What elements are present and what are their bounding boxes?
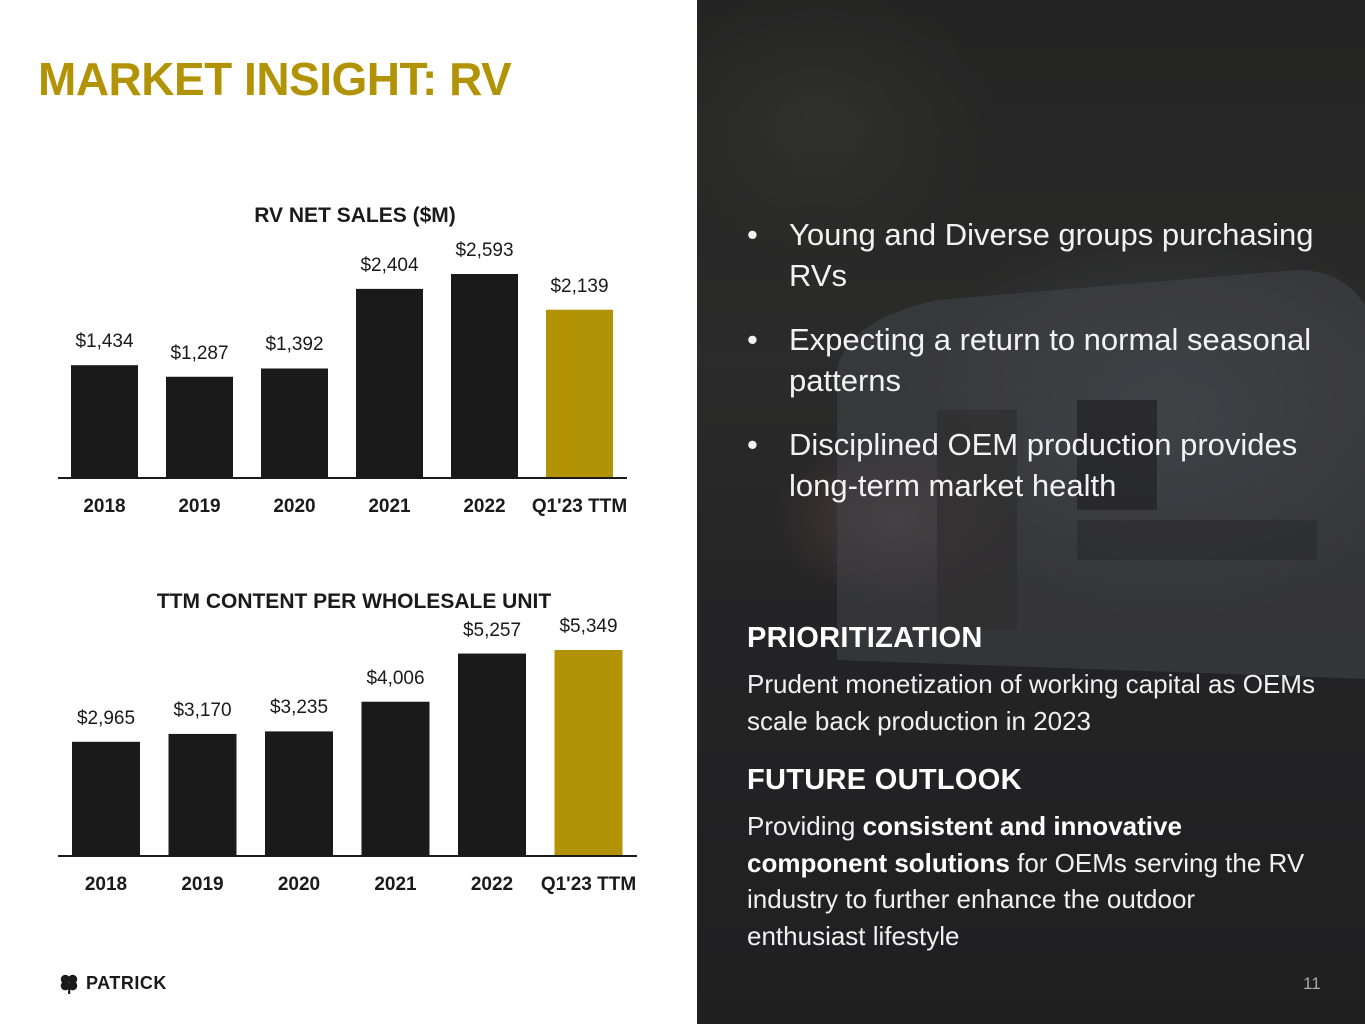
bar-2022 [458,653,526,856]
bar-2020 [265,731,333,856]
bar-2019 [168,733,237,856]
bar-q1-23-ttm [546,309,613,478]
outlook-bold-text: consistent and innovative component solu… [747,811,1182,878]
rv-photo-panel [697,0,1365,1024]
data-label: $5,257 [462,619,522,641]
data-label: $1,287 [170,342,229,364]
chart-title: RV NET SALES ($M) [254,204,456,227]
logo-text: PATRICK [86,972,167,993]
bar-2018 [71,365,138,478]
rv-silhouette-image [837,270,1365,679]
bar-2020 [261,368,328,478]
page-title: MARKET INSIGHT: RV [38,53,512,105]
data-label: $3,235 [269,697,329,719]
bullet-item: • Young and Diverse groups purchasing RVs [745,214,1325,296]
category-label: 2019 [181,874,224,895]
outlook-heading: FUTURE OUTLOOK [747,764,1022,796]
page-number: 11 [1303,974,1321,993]
category-label: 2022 [470,874,514,895]
chart-title: TTM CONTENT PER WHOLESALE UNIT [156,590,552,613]
category-label: 2019 [178,496,221,517]
outlook-text-end: for OEMs serving the RV industry to furt… [747,847,1305,951]
bullet-list: • Young and Diverse groups purchasing RVs… [745,214,1325,529]
bullet-text: Disciplined OEM production provides long… [789,427,1298,503]
bar-2021 [361,701,430,856]
category-label: 2021 [368,496,411,517]
bar-2018 [72,741,140,856]
category-label: 2021 [374,874,417,895]
data-label: $2,593 [455,240,514,261]
bullet-dot: • [747,322,758,357]
data-label: $3,170 [173,699,232,721]
bullet-item: • Disciplined OEM production provides lon… [745,424,1325,506]
bar-plot [58,650,637,857]
bar-plot [58,274,627,479]
bar-2022 [451,274,518,478]
bullet-item: • Expecting a return to normal seasonal p… [745,319,1325,401]
category-label: Q1'23 TTM [540,874,637,895]
data-label: $2,965 [76,707,136,729]
category-label: Q1'23 TTM [531,496,628,517]
category-label: 2020 [277,874,321,895]
data-label: $1,392 [265,334,324,356]
bar-2019 [166,376,233,478]
left-panel: MARKET INSIGHT: RV RV NET SALES ($M) $1,4… [0,0,697,994]
bullet-text: Expecting a return to normal seasonal pa… [789,322,1312,398]
rv-net-sales-chart: RV NET SALES ($M) $1,434 2018 $1,287 2019 $1,… [0,0,697,540]
prioritization-text: Prudent monetization of working capital … [747,669,1315,736]
prioritization-heading: PRIORITIZATION [747,622,983,654]
data-label: $1,434 [75,331,134,353]
data-label: $5,349 [559,616,618,637]
data-label: $2,139 [550,275,609,297]
patrick-logo: PATRICK [58,972,167,994]
bullet-text: Young and Diverse groups purchasing RVs [789,217,1314,293]
clover-icon [60,974,78,994]
bar-q1-23-ttm [554,650,623,856]
category-label: 2018 [84,874,128,895]
bar-2021 [356,288,423,478]
category-label: 2022 [463,496,506,517]
category-label: 2020 [273,496,316,517]
data-label: $4,006 [366,667,425,689]
bullet-dot: • [747,217,758,252]
bullet-dot: • [747,427,758,462]
outlook-text: Providing consistent and innovative comp… [747,808,1317,954]
photo-tint [697,0,1365,1024]
outlook-text-start: Providing [747,811,863,841]
category-label: 2018 [83,496,126,517]
data-label: $2,404 [360,254,419,276]
content-per-unit-chart: TTM CONTENT PER WHOLESALE UNIT $2,965 2018… [0,0,697,920]
